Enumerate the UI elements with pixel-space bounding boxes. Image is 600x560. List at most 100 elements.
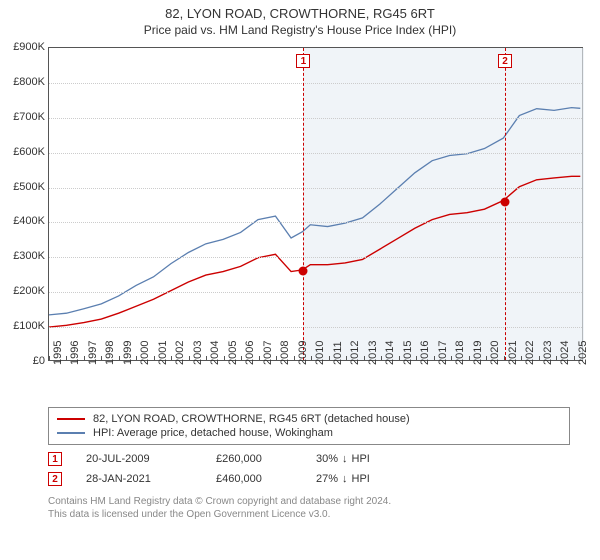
x-axis-tick-label: 1996 xyxy=(69,341,81,365)
x-axis-tick-label: 2019 xyxy=(472,341,484,365)
y-axis-tick-label: £700K xyxy=(3,111,45,123)
transaction-marker-box: 2 xyxy=(498,54,512,68)
arrow-down-icon: ↓ xyxy=(342,473,348,485)
legend-label: HPI: Average price, detached house, Woki… xyxy=(93,427,333,439)
chart-container: 82, LYON ROAD, CROWTHORNE, RG45 6RT Pric… xyxy=(0,0,600,560)
delta-reference: HPI xyxy=(352,453,370,465)
x-axis-tick-label: 2024 xyxy=(559,341,571,365)
x-axis-tick-label: 2010 xyxy=(314,341,326,365)
x-axis-tick xyxy=(451,356,452,360)
transaction-marker: 2 xyxy=(48,472,62,486)
transaction-dot xyxy=(500,197,509,206)
x-axis-tick-label: 2008 xyxy=(279,341,291,365)
x-axis-tick xyxy=(539,356,540,360)
y-axis-tick-label: £300K xyxy=(3,250,45,262)
y-axis-tick-label: £500K xyxy=(3,181,45,193)
plot-wrap: 12 £0£100K£200K£300K£400K£500K£600K£700K… xyxy=(0,41,600,401)
x-axis-tick xyxy=(171,356,172,360)
gridline xyxy=(49,292,582,293)
footer-line-2: This data is licensed under the Open Gov… xyxy=(48,508,570,521)
delta-percent: 27% xyxy=(316,473,338,485)
legend-item: 82, LYON ROAD, CROWTHORNE, RG45 6RT (det… xyxy=(57,412,561,426)
x-axis-tick xyxy=(364,356,365,360)
x-axis-tick xyxy=(399,356,400,360)
x-axis-tick-label: 2002 xyxy=(174,341,186,365)
x-axis-tick-label: 2025 xyxy=(577,341,589,365)
footer-attribution: Contains HM Land Registry data © Crown c… xyxy=(48,495,570,521)
x-axis-tick-label: 2018 xyxy=(454,341,466,365)
x-axis-tick-label: 1995 xyxy=(52,341,64,365)
x-axis-tick-label: 2016 xyxy=(419,341,431,365)
x-axis-tick-label: 1997 xyxy=(87,341,99,365)
gridline xyxy=(49,118,582,119)
x-axis-tick-label: 2003 xyxy=(192,341,204,365)
delta-percent: 30% xyxy=(316,453,338,465)
x-axis-tick xyxy=(49,356,50,360)
y-axis-tick-label: £900K xyxy=(3,41,45,53)
y-axis-tick-label: £400K xyxy=(3,215,45,227)
transaction-date: 20-JUL-2009 xyxy=(86,453,216,465)
x-axis-tick xyxy=(241,356,242,360)
x-axis-tick xyxy=(84,356,85,360)
x-axis-tick xyxy=(206,356,207,360)
x-axis-tick xyxy=(154,356,155,360)
transaction-delta: 30% ↓ HPI xyxy=(316,453,426,465)
x-axis-tick-label: 1998 xyxy=(104,341,116,365)
x-axis-tick xyxy=(381,356,382,360)
gridline xyxy=(49,83,582,84)
x-axis-tick xyxy=(311,356,312,360)
x-axis-tick-label: 2012 xyxy=(349,341,361,365)
transaction-dot xyxy=(299,267,308,276)
x-axis-tick-label: 2001 xyxy=(157,341,169,365)
arrow-down-icon: ↓ xyxy=(342,453,348,465)
legend-swatch xyxy=(57,432,85,434)
x-axis-tick xyxy=(66,356,67,360)
x-axis-tick xyxy=(574,356,575,360)
transaction-marker-box: 1 xyxy=(296,54,310,68)
gridline xyxy=(49,222,582,223)
series-line xyxy=(49,108,580,315)
x-axis-tick-label: 2011 xyxy=(332,341,344,365)
x-axis-tick xyxy=(346,356,347,360)
x-axis-tick xyxy=(329,356,330,360)
x-axis-tick-label: 2023 xyxy=(542,341,554,365)
transaction-marker: 1 xyxy=(48,452,62,466)
x-axis-tick-label: 2000 xyxy=(139,341,151,365)
x-axis-tick-label: 2022 xyxy=(524,341,536,365)
transaction-delta: 27% ↓ HPI xyxy=(316,473,426,485)
x-axis-tick xyxy=(276,356,277,360)
x-axis-tick xyxy=(469,356,470,360)
x-axis-tick xyxy=(416,356,417,360)
y-axis-tick-label: £100K xyxy=(3,320,45,332)
x-axis-tick xyxy=(294,356,295,360)
x-axis-tick-label: 1999 xyxy=(122,341,134,365)
x-axis-tick-label: 2021 xyxy=(507,341,519,365)
y-axis-tick-label: £200K xyxy=(3,285,45,297)
gridline xyxy=(49,153,582,154)
delta-reference: HPI xyxy=(352,473,370,485)
x-axis-tick-label: 2013 xyxy=(367,341,379,365)
x-axis-tick-label: 2007 xyxy=(262,341,274,365)
x-axis-tick-label: 2014 xyxy=(384,341,396,365)
y-axis-tick-label: £600K xyxy=(3,146,45,158)
legend-box: 82, LYON ROAD, CROWTHORNE, RG45 6RT (det… xyxy=(48,407,570,445)
legend-label: 82, LYON ROAD, CROWTHORNE, RG45 6RT (det… xyxy=(93,413,410,425)
x-axis-tick xyxy=(101,356,102,360)
x-axis-tick-label: 2017 xyxy=(437,341,449,365)
x-axis-tick-label: 2006 xyxy=(244,341,256,365)
x-axis-tick xyxy=(521,356,522,360)
x-axis-tick xyxy=(556,356,557,360)
transaction-table: 120-JUL-2009£260,00030%↓HPI228-JAN-2021£… xyxy=(48,449,570,489)
y-axis-tick-label: £0 xyxy=(3,355,45,367)
x-axis-tick-label: 2004 xyxy=(209,341,221,365)
gridline xyxy=(49,327,582,328)
x-axis-tick xyxy=(189,356,190,360)
gridline xyxy=(49,257,582,258)
x-axis-tick xyxy=(259,356,260,360)
transaction-vline xyxy=(303,48,304,360)
footer-line-1: Contains HM Land Registry data © Crown c… xyxy=(48,495,570,508)
transaction-price: £460,000 xyxy=(216,473,316,485)
transaction-row: 120-JUL-2009£260,00030%↓HPI xyxy=(48,449,570,469)
y-axis-tick-label: £800K xyxy=(3,76,45,88)
plot-area: 12 xyxy=(48,47,583,361)
